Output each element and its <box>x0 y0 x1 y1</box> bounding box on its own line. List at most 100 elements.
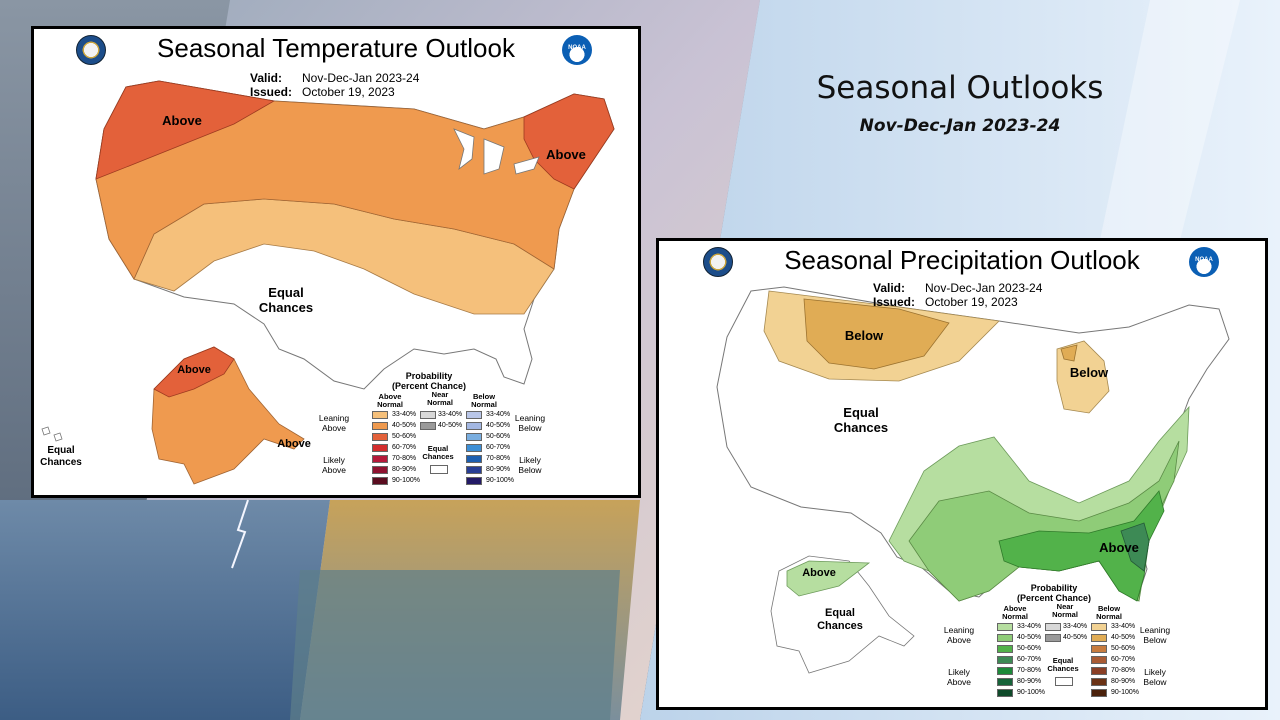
legend-swatch-above-3 <box>997 656 1013 664</box>
label-above-southeast: Above <box>1099 540 1139 555</box>
legend-likely-below: Likely Below <box>518 455 542 475</box>
legend-range-near-1: 40-50% <box>438 422 463 429</box>
doc-seal-logo <box>703 247 733 277</box>
label-above-ne: Above <box>546 147 586 162</box>
legend-swatch-below-0 <box>1091 623 1107 631</box>
slide-title: Seasonal Outlooks <box>816 70 1104 106</box>
legend-range-near-1: 40-50% <box>1063 634 1088 641</box>
legend-swatch-below-4 <box>1091 667 1107 675</box>
legend-likely-below: Likely Below <box>1143 667 1167 687</box>
legend-swatch-near-1 <box>1045 634 1061 642</box>
legend-range-below-2: 50-60% <box>1111 645 1136 652</box>
legend-swatch-below-6 <box>466 477 482 485</box>
issued-label: Issued: <box>250 85 293 99</box>
legend-swatch-below-1 <box>1091 634 1107 642</box>
legend-range-above-2: 50-60% <box>392 433 417 440</box>
precipitation-title: Seasonal Precipitation Outlook <box>784 245 1140 275</box>
legend-leaning-below: Leaning Below <box>1139 625 1171 645</box>
precipitation-valid: Valid: Nov-Dec-Jan 2023-24 Issued: October… <box>873 281 1042 309</box>
legend-range-above-5: 80-90% <box>1017 678 1042 685</box>
legend-leaning-above: Leaning Above <box>318 413 350 433</box>
legend-swatch-near-0 <box>1045 623 1061 631</box>
legend-swatch-above-4 <box>997 667 1013 675</box>
legend-swatch-below-0 <box>466 411 482 419</box>
legend-header: Probability (Percent Chance) <box>1016 583 1092 603</box>
legend-range-above-6: 90-100% <box>392 477 421 484</box>
valid-label: Valid: <box>873 281 906 295</box>
legend-range-above-2: 50-60% <box>1017 645 1042 652</box>
label-equal-chances-hawaii: Equal Chances <box>40 445 82 468</box>
legend-range-above-1: 40-50% <box>392 422 417 429</box>
legend-swatch-above-3 <box>372 444 388 452</box>
legend-swatch-below-5 <box>466 466 482 474</box>
alaska-50-60 <box>153 346 235 398</box>
hawaii <box>41 426 63 442</box>
label-equal-chances-alaska: Equal Chances <box>817 607 863 632</box>
label-equal-chances: Equal Chances <box>833 405 889 435</box>
legend-col-below: Below Normal <box>471 392 497 409</box>
great-lakes <box>453 128 540 175</box>
legend-range-near-0: 33-40% <box>1063 623 1088 630</box>
issued-value: October 19, 2023 <box>925 295 1018 309</box>
label-above-alaska: Above <box>802 567 836 579</box>
legend-range-below-2: 50-60% <box>486 433 511 440</box>
label-below-north: Below <box>844 328 884 343</box>
legend-swatch-below-3 <box>1091 656 1107 664</box>
precip-above-50-60 <box>998 490 1165 602</box>
legend-range-above-0: 33-40% <box>392 411 417 418</box>
precipitation-map <box>716 286 1230 674</box>
legend-leaning-above: Leaning Above <box>943 625 975 645</box>
legend-swatch-above-5 <box>372 466 388 474</box>
temp-zone-50-60-nw <box>95 80 276 180</box>
legend-swatch-above-4 <box>372 455 388 463</box>
legend-range-above-0: 33-40% <box>1017 623 1042 630</box>
legend-col-above: Above Normal <box>377 392 403 409</box>
legend-range-above-6: 90-100% <box>1017 689 1046 696</box>
temperature-outlook-panel: NOAA Seasonal Temperature Outlook Valid:… <box>31 26 641 498</box>
legend-col-near: Near Normal <box>427 390 453 407</box>
legend-range-below-3: 60-70% <box>486 444 511 451</box>
legend-col-above: Above Normal <box>1002 604 1028 621</box>
legend-col-below: Below Normal <box>1096 604 1122 621</box>
legend-swatch-below-5 <box>1091 678 1107 686</box>
label-above-alaska-se: Above <box>277 438 311 450</box>
valid-label: Valid: <box>250 71 283 85</box>
legend-swatch-above-1 <box>372 422 388 430</box>
legend-swatch-near-1 <box>420 422 436 430</box>
legend-swatch-near-0 <box>420 411 436 419</box>
legend-equal-chances: Equal Chances <box>1047 656 1079 673</box>
valid-value: Nov-Dec-Jan 2023-24 <box>302 71 420 85</box>
legend-swatch-below-2 <box>1091 645 1107 653</box>
legend-swatch-above-0 <box>372 411 388 419</box>
label-below-michigan: Below <box>1069 365 1109 380</box>
legend-swatch-below-4 <box>466 455 482 463</box>
legend-equal-swatch <box>1055 677 1073 686</box>
legend-range-above-5: 80-90% <box>392 466 417 473</box>
legend-header: Probability (Percent Chance) <box>391 371 467 391</box>
legend-range-above-1: 40-50% <box>1017 634 1042 641</box>
noaa-logo: NOAA <box>562 35 592 65</box>
issued-label: Issued: <box>873 295 916 309</box>
legend-range-below-4: 70-80% <box>486 455 511 462</box>
legend-range-below-1: 40-50% <box>1111 634 1136 641</box>
temp-zone-50-60-ne <box>523 93 615 190</box>
legend-range-below-0: 33-40% <box>486 411 511 418</box>
temperature-valid: Valid: Nov-Dec-Jan 2023-24 Issued: October… <box>250 71 419 99</box>
issued-value: October 19, 2023 <box>302 85 395 99</box>
legend-swatch-below-2 <box>466 433 482 441</box>
noaa-logo: NOAA <box>1189 247 1219 277</box>
legend-range-above-3: 60-70% <box>1017 656 1042 663</box>
temperature-map <box>41 80 615 485</box>
legend-swatch-below-1 <box>466 422 482 430</box>
precip-below-michigan-40 <box>1060 344 1078 362</box>
valid-value: Nov-Dec-Jan 2023-24 <box>925 281 1043 295</box>
legend-range-below-1: 40-50% <box>486 422 511 429</box>
legend-range-below-5: 80-90% <box>486 466 511 473</box>
slide-subtitle: Nov-Dec-Jan 2023-24 <box>859 116 1061 136</box>
label-above-nw: Above <box>162 113 202 128</box>
legend-swatch-above-5 <box>997 678 1013 686</box>
legend-likely-above: Likely Above <box>946 667 972 687</box>
legend-range-below-6: 90-100% <box>486 477 515 484</box>
legend-range-below-3: 60-70% <box>1111 656 1136 663</box>
temperature-title: Seasonal Temperature Outlook <box>157 33 515 63</box>
